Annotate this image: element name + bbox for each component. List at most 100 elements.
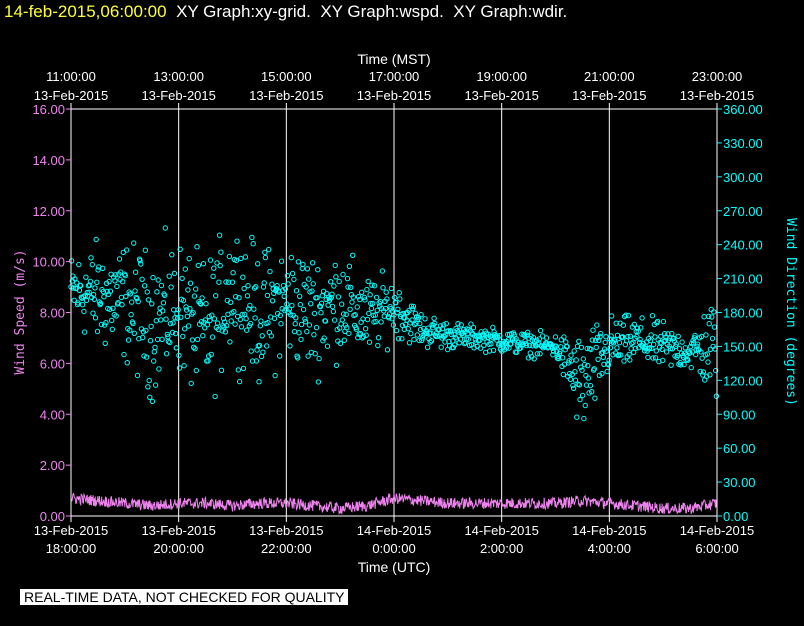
- wdir-point: [163, 351, 170, 357]
- wdir-point: [247, 320, 254, 327]
- wdir-point: [459, 330, 466, 336]
- wdir-point: [295, 259, 302, 265]
- wdir-point: [388, 285, 395, 292]
- wdir-point: [325, 302, 331, 308]
- wdir-point: [147, 394, 153, 400]
- top-tick-date: 13-Feb-2015: [357, 88, 431, 103]
- wdir-point: [185, 287, 191, 293]
- header-timestamp: 14-feb-2015,06:00:00: [4, 2, 167, 21]
- bottom-tick-date: 13-Feb-2015: [249, 523, 323, 538]
- wdir-point: [184, 313, 191, 320]
- wdir-point: [531, 356, 537, 362]
- wdir-point: [193, 367, 200, 374]
- wdir-point: [300, 261, 306, 268]
- wdir-point: [481, 342, 487, 349]
- wdir-point: [145, 384, 151, 390]
- wdir-point: [93, 236, 99, 243]
- wdir-point: [574, 414, 580, 420]
- wdir-point: [287, 312, 294, 318]
- wdir-point: [297, 293, 303, 299]
- wdir-point: [477, 337, 483, 343]
- wdir-point: [537, 327, 544, 334]
- wdir-point: [582, 402, 588, 409]
- wdir-point: [669, 346, 676, 352]
- wdir-point: [650, 355, 656, 361]
- wdir-point: [278, 321, 284, 327]
- wdir-point: [302, 316, 308, 322]
- wdir-point: [384, 296, 390, 302]
- header-item-wspd: XY Graph:wspd.: [320, 2, 444, 21]
- wdir-point: [372, 312, 378, 318]
- wdir-point: [176, 352, 182, 359]
- wdir-point: [365, 278, 371, 285]
- wdir-point: [346, 330, 352, 337]
- wdir-point: [692, 332, 698, 339]
- wdir-point: [113, 313, 119, 319]
- wdir-point: [359, 289, 365, 295]
- wdir-point: [608, 333, 614, 339]
- wdir-point: [144, 289, 150, 295]
- wdir-point: [651, 341, 657, 348]
- wdir-point: [552, 334, 559, 340]
- wdir-point: [569, 371, 575, 378]
- wspd-line: [70, 492, 718, 515]
- wdir-point: [693, 347, 699, 353]
- wdir-point: [431, 315, 437, 321]
- wdir-point: [471, 345, 477, 351]
- wdir-point: [107, 306, 113, 312]
- wdir-point: [214, 320, 221, 326]
- wdir-point: [237, 316, 244, 323]
- bottom-tick-time: 6:00:00: [695, 541, 738, 556]
- wdir-point: [90, 310, 96, 316]
- wdir-point: [671, 335, 677, 341]
- wdir-point: [315, 267, 321, 273]
- wdir-point: [211, 316, 218, 322]
- wdir-point: [83, 274, 89, 280]
- wdir-point: [289, 302, 295, 309]
- wdir-point: [251, 306, 257, 312]
- wdir-point: [227, 339, 233, 345]
- wdir-point: [76, 261, 82, 268]
- wdir-point: [412, 310, 418, 317]
- wdir-point: [300, 306, 307, 313]
- wdir-point: [350, 294, 356, 300]
- wdir-point: [517, 341, 523, 348]
- wdir-point: [652, 355, 659, 361]
- wdir-point: [98, 300, 104, 306]
- wdir-point: [707, 372, 713, 378]
- wdir-point: [497, 333, 503, 339]
- wdir-point: [216, 232, 223, 238]
- wdir-point: [149, 301, 155, 307]
- wdir-point: [492, 331, 498, 338]
- wdir-point: [305, 353, 311, 359]
- left-tick-label: 12.00: [32, 204, 65, 219]
- bottom-tick-date: 14-Feb-2015: [680, 523, 754, 538]
- wdir-point: [209, 312, 215, 318]
- wdir-point: [221, 324, 227, 330]
- wdir-point: [639, 315, 645, 321]
- wdir-point: [698, 349, 704, 355]
- wdir-point: [92, 285, 98, 291]
- left-tick-label: 6.00: [40, 356, 65, 371]
- wdir-point: [700, 369, 707, 375]
- wdir-point: [253, 284, 259, 290]
- wdir-point: [355, 294, 362, 300]
- wdir-point: [654, 318, 661, 325]
- wdir-point: [309, 288, 315, 294]
- wdir-point: [109, 326, 116, 332]
- wdir-point: [78, 282, 84, 289]
- wdir-point: [245, 283, 251, 289]
- wdir-point: [141, 353, 147, 359]
- wdir-point: [187, 306, 193, 312]
- bottom-tick-date: 14-Feb-2015: [572, 523, 646, 538]
- wdir-point: [317, 304, 324, 310]
- wdir-point: [127, 291, 134, 297]
- wdir-point: [360, 333, 367, 340]
- wdir-point: [523, 342, 530, 349]
- wdir-point: [362, 326, 369, 332]
- wdir-point: [341, 337, 347, 343]
- wdir-point: [616, 352, 622, 358]
- wdir-point: [634, 333, 640, 340]
- wdir-point: [418, 312, 424, 318]
- wdir-point: [477, 345, 484, 351]
